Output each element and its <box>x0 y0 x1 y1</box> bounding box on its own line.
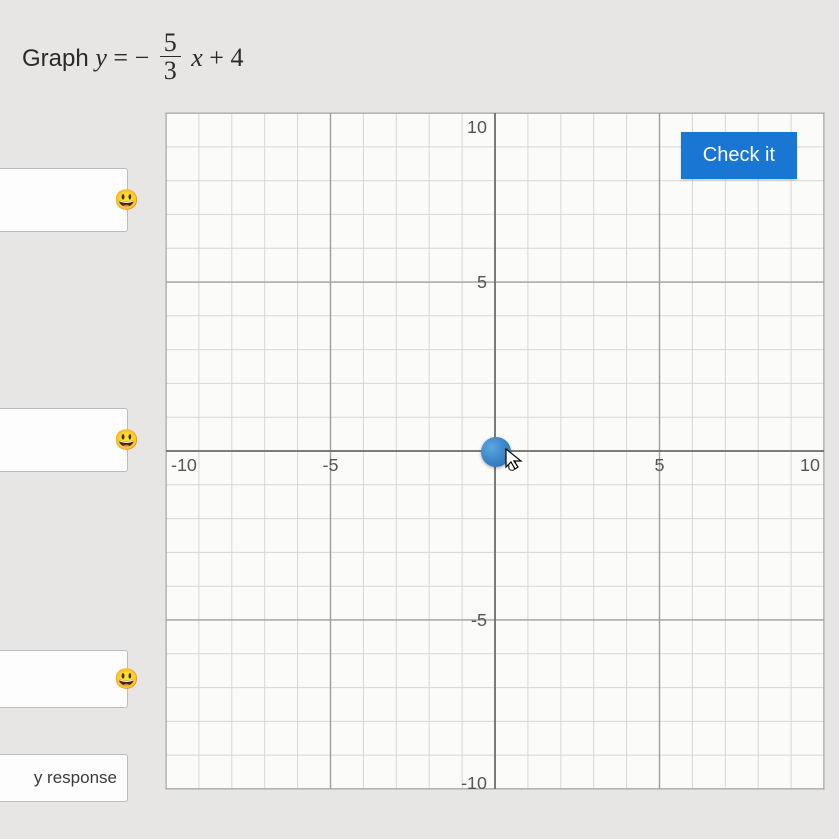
svg-text:5: 5 <box>477 272 487 292</box>
sidebar-answer-box-1[interactable]: 😃 <box>0 168 128 232</box>
sidebar-answer-box-3[interactable]: 😃 <box>0 650 128 708</box>
svg-text:10: 10 <box>467 117 487 137</box>
equation-prompt: Graph y = − 5 3 x + 4 <box>22 32 243 88</box>
prompt-word: Graph <box>22 45 95 72</box>
lhs-var: y <box>95 43 107 72</box>
smile-icon: 😃 <box>114 188 139 213</box>
response-box[interactable]: y response <box>0 754 128 802</box>
fraction-denominator: 3 <box>160 57 181 86</box>
sidebar-answer-box-2[interactable]: 😃 <box>0 408 128 472</box>
fraction-numerator: 5 <box>160 30 181 57</box>
svg-text:-5: -5 <box>471 610 487 630</box>
coordinate-graph[interactable]: 0510-10-5510-10-5 <box>165 112 825 790</box>
svg-text:-10: -10 <box>171 455 197 475</box>
wavy-divider: ∼∼∼∼∼∼∼∼∼∼∼∼∼∼∼∼∼∼∼∼∼∼∼∼∼∼∼∼∼∼∼∼∼∼∼∼∼∼∼∼… <box>0 4 839 12</box>
svg-text:5: 5 <box>655 455 665 475</box>
draggable-point[interactable] <box>481 437 511 467</box>
check-it-button[interactable]: Check it <box>681 132 797 179</box>
svg-text:-10: -10 <box>461 773 487 789</box>
rhs-tail: + 4 <box>209 43 243 72</box>
response-label: y response <box>34 768 117 788</box>
rhs-var: x <box>191 43 203 72</box>
smile-icon: 😃 <box>114 428 139 453</box>
smile-icon: 😃 <box>114 667 139 692</box>
fraction: 5 3 <box>160 30 181 86</box>
svg-text:10: 10 <box>800 455 820 475</box>
svg-text:-5: -5 <box>323 455 339 475</box>
eq-sign: = − <box>113 43 155 72</box>
